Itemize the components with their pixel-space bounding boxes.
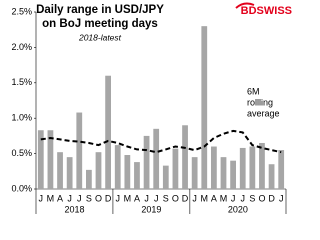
bar xyxy=(37,130,44,189)
y-tick-label: 1.0% xyxy=(11,113,32,123)
bar xyxy=(76,112,83,189)
chart-subtitle: 2018-latest xyxy=(78,32,122,42)
y-tick-label: 2.0% xyxy=(11,42,32,52)
x-tick-label: J xyxy=(240,193,245,203)
x-tick-label: J xyxy=(144,193,149,203)
logo: BDSWISS xyxy=(241,5,292,17)
x-tick-label: D xyxy=(105,193,112,203)
x-tick-label: J xyxy=(154,193,159,203)
x-tick-label: J xyxy=(77,193,82,203)
y-tick-label: 0.5% xyxy=(11,148,32,158)
bar xyxy=(191,157,198,189)
bar xyxy=(211,146,217,189)
chart: Daily range in USD/JPY on BoJ meeting da… xyxy=(11,2,292,214)
x-tick-label: M xyxy=(47,193,55,203)
bar xyxy=(220,157,227,189)
bar xyxy=(57,152,63,189)
x-tick-label: A xyxy=(134,193,140,203)
bar xyxy=(47,130,54,189)
x-tick-label: A xyxy=(211,193,217,203)
y-tick-label: 0.0% xyxy=(11,183,32,193)
bar xyxy=(143,135,150,189)
x-tick-label: M xyxy=(124,193,132,203)
y-tick-label: 1.5% xyxy=(11,77,32,87)
x-group-label: 2019 xyxy=(141,204,161,214)
bar xyxy=(95,152,102,189)
x-tick-label: D xyxy=(268,193,275,203)
logo-swoosh xyxy=(235,2,255,9)
bar xyxy=(114,145,121,189)
x-tick-label: J xyxy=(192,193,197,203)
bar xyxy=(259,142,265,189)
x-tick-label: O xyxy=(95,193,102,203)
bar xyxy=(239,147,246,189)
x-tick-label: D xyxy=(182,193,189,203)
bar xyxy=(86,169,92,189)
x-tick-label: O xyxy=(172,193,179,203)
bar xyxy=(162,165,169,189)
x-tick-label: J xyxy=(115,193,120,203)
x-tick-label: M xyxy=(201,193,209,203)
annotation: rollling xyxy=(247,97,273,107)
annotation: average xyxy=(247,108,280,118)
x-tick-label: A xyxy=(57,193,63,203)
x-tick-label: O xyxy=(258,193,265,203)
x-tick-label: J xyxy=(67,193,72,203)
bar xyxy=(134,162,140,189)
bar xyxy=(105,75,111,189)
bar xyxy=(249,146,256,189)
bar xyxy=(153,128,160,189)
x-tick-label: J xyxy=(279,193,284,203)
y-tick-label: 2.5% xyxy=(11,6,32,16)
x-group-label: 2020 xyxy=(228,204,248,214)
bar xyxy=(66,157,73,189)
bar xyxy=(201,26,208,189)
average-line xyxy=(40,129,282,154)
bar xyxy=(124,155,131,189)
x-tick-label: J xyxy=(231,193,236,203)
x-tick-label: S xyxy=(163,193,169,203)
chart-title: Daily range in USD/JPY xyxy=(36,4,164,16)
x-tick-label: M xyxy=(220,193,228,203)
chart-title: on BoJ meeting days xyxy=(42,18,158,30)
annotation: 6M xyxy=(247,86,260,96)
x-tick-label: S xyxy=(249,193,255,203)
bar xyxy=(230,160,236,189)
x-group-label: 2018 xyxy=(64,204,84,214)
bar xyxy=(172,148,179,189)
bar xyxy=(182,125,188,189)
bar xyxy=(278,150,285,189)
bar xyxy=(268,164,275,189)
x-tick-label: S xyxy=(86,193,92,203)
x-tick-label: J xyxy=(39,193,44,203)
